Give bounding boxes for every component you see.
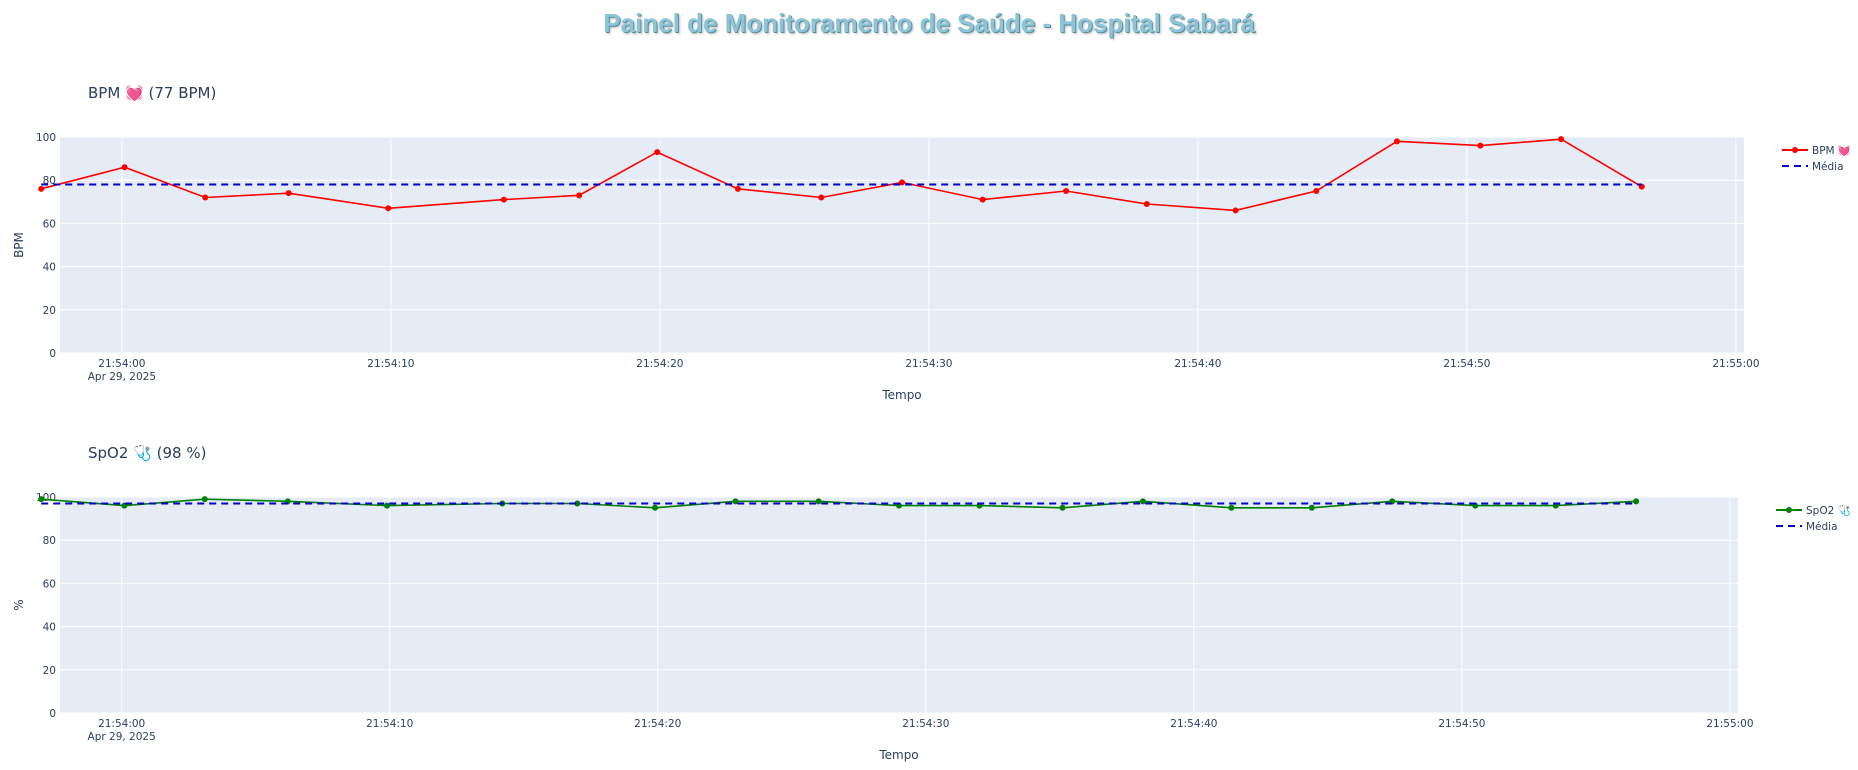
data-point (1633, 498, 1640, 505)
data-point (1063, 188, 1070, 194)
data-point (1143, 200, 1150, 207)
data-point (1393, 138, 1400, 145)
plot-background (60, 137, 1744, 353)
data-point (1228, 504, 1235, 511)
data-point (815, 498, 822, 505)
x-tick-label: 21:54:10 (366, 718, 413, 730)
x-tick-label: 21:54:50 (1443, 358, 1490, 370)
legend-label: Média (1806, 521, 1838, 533)
y-tick-label: 20 (43, 665, 56, 677)
x-tick-label: 21:54:00 (98, 718, 145, 730)
y-tick-label: 80 (43, 535, 56, 547)
legend-label: Média (1812, 161, 1844, 173)
x-tick-label: 21:54:20 (636, 358, 683, 370)
x-tick-label: 21:55:00 (1706, 718, 1753, 730)
data-point (1308, 504, 1315, 511)
x-tick-label: 21:55:00 (1712, 358, 1759, 370)
page-title: Painel de Monitoramento de Saúde - Hospi… (603, 8, 1255, 38)
data-point (734, 185, 741, 192)
bpm-chart-title: BPM 💓 (77 BPM) (88, 84, 217, 102)
x-tick-date-label: Apr 29, 2025 (88, 731, 156, 743)
plot-background (60, 497, 1738, 713)
x-axis-title: Tempo (881, 388, 921, 402)
x-tick-label: 21:54:30 (905, 358, 952, 370)
data-point (818, 194, 825, 201)
data-point (979, 196, 986, 203)
data-point (899, 179, 905, 186)
data-point (1232, 207, 1239, 214)
y-tick-label: 100 (36, 132, 56, 144)
y-tick-label: 60 (43, 578, 56, 590)
data-point (1558, 136, 1565, 143)
x-tick-label: 21:54:40 (1174, 358, 1221, 370)
y-axis-title: % (12, 599, 26, 610)
data-point (732, 498, 739, 505)
data-point (38, 496, 45, 503)
data-point (574, 500, 581, 507)
data-point (1139, 498, 1146, 505)
x-tick-label: 21:54:40 (1170, 718, 1217, 730)
data-point (202, 194, 209, 201)
y-tick-label: 0 (49, 708, 56, 720)
y-tick-label: 0 (49, 348, 56, 360)
data-point (576, 192, 583, 199)
x-tick-date-label: Apr 29, 2025 (88, 371, 156, 383)
data-point (652, 504, 659, 511)
spo2-chart-title: SpO2 🩺 (98 %) (88, 444, 207, 462)
y-tick-label: 40 (43, 262, 56, 274)
x-axis-title: Tempo (878, 748, 918, 762)
data-point (500, 196, 507, 203)
y-tick-label: 60 (43, 218, 56, 230)
legend-marker (1792, 147, 1798, 153)
data-point (385, 205, 392, 212)
data-point (1313, 188, 1320, 194)
y-axis-title: BPM (12, 232, 26, 258)
y-tick-label: 20 (43, 305, 56, 317)
data-point (384, 502, 391, 509)
series-line (40, 138, 1643, 212)
x-tick-label: 21:54:50 (1438, 718, 1485, 730)
y-tick-label: 40 (43, 622, 56, 634)
data-point (1477, 142, 1484, 149)
x-tick-label: 21:54:00 (98, 358, 145, 370)
legend-marker (1786, 507, 1792, 513)
x-tick-label: 21:54:10 (367, 358, 414, 370)
data-point (121, 164, 128, 171)
x-tick-label: 21:54:20 (634, 718, 681, 730)
data-point (1059, 504, 1066, 511)
x-tick-label: 21:54:30 (902, 718, 949, 730)
legend-label: SpO2 🩺 (1806, 504, 1851, 517)
legend-label: BPM 💓 (1812, 144, 1851, 157)
data-point (654, 149, 661, 156)
data-point (285, 190, 292, 197)
data-point (38, 185, 45, 192)
data-point (201, 496, 208, 503)
